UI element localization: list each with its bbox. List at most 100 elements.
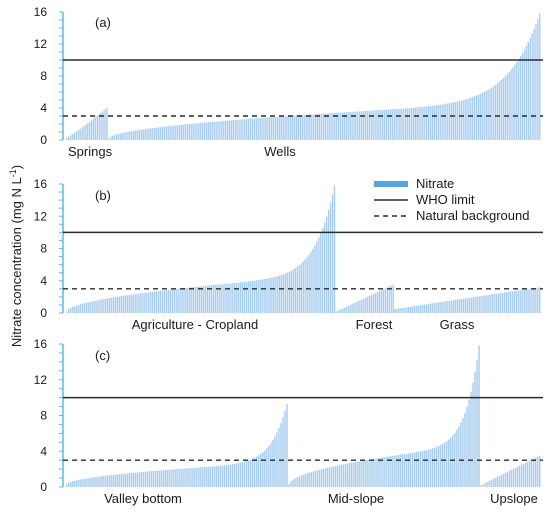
nitrate-bar (313, 114, 315, 140)
nitrate-bar (234, 282, 236, 313)
nitrate-bar (316, 114, 319, 140)
nitrate-bar (304, 259, 306, 313)
nitrate-bar (297, 115, 300, 140)
nitrate-bar (343, 307, 345, 313)
nitrate-bar (336, 465, 339, 487)
nitrate-bar (195, 467, 197, 487)
nitrate-bar (177, 125, 179, 140)
nitrate-bar (246, 118, 248, 140)
nitrate-bar (106, 475, 108, 487)
nitrate-bar (456, 429, 458, 487)
nitrate-bar (470, 391, 472, 487)
nitrate-bar (87, 123, 89, 140)
nitrate-bar (175, 125, 177, 140)
nitrate-bar (212, 285, 215, 313)
nitrate-bar (126, 473, 129, 487)
nitrate-bar (97, 300, 99, 313)
nitrate-bar (502, 78, 505, 140)
nitrate-bar (112, 297, 115, 313)
nitrate-bar (413, 306, 416, 313)
nitrate-bar (330, 113, 332, 140)
y-tick-label: 8 (40, 242, 47, 256)
nitrate-bar (481, 92, 484, 140)
nitrate-bar (83, 303, 85, 313)
nitrate-bar (263, 279, 265, 313)
nitrate-bar (359, 461, 361, 487)
nitrate-bar (424, 106, 426, 140)
nitrate-bar (311, 114, 313, 140)
nitrate-bar (276, 432, 278, 487)
nitrate-bar (411, 452, 414, 487)
nitrate-bar (478, 345, 480, 487)
nitrate-bar (439, 445, 442, 487)
nitrate-bar (392, 284, 394, 313)
nitrate-bar (104, 109, 106, 140)
nitrate-bar (267, 278, 269, 313)
nitrate-bar (186, 124, 189, 140)
nitrate-bar (179, 288, 181, 313)
nitrate-bar (519, 290, 521, 313)
nitrate-bar (238, 282, 240, 313)
group-label: Agriculture - Cropland (132, 317, 258, 332)
nitrate-bar (253, 118, 256, 140)
nitrate-bar (420, 107, 422, 140)
nitrate-bar (416, 107, 418, 140)
nitrate-bar (300, 475, 302, 487)
nitrate-bar (228, 120, 231, 140)
nitrate-bar (537, 19, 539, 140)
nitrate-bar (81, 127, 83, 140)
nitrate-bar (450, 437, 452, 487)
nitrate-bar (316, 241, 318, 313)
nitrate-bar (326, 113, 328, 140)
nitrate-bar (357, 301, 359, 313)
nitrate-bar (98, 114, 100, 140)
nitrate-bar (278, 428, 280, 487)
nitrate-bar (85, 124, 87, 140)
nitrate-bar (378, 291, 381, 313)
nitrate-bar (369, 459, 371, 487)
nitrate-bar (366, 110, 369, 140)
nitrate-bar (120, 473, 123, 487)
nitrate-bar (343, 112, 346, 140)
y-tick-label: 16 (34, 5, 48, 19)
nitrate-bar (249, 459, 252, 487)
nitrate-bar (399, 454, 401, 487)
nitrate-bar (282, 274, 285, 313)
nitrate-bar (173, 125, 175, 140)
nitrate-bar (128, 294, 130, 313)
nitrate-bar (305, 114, 307, 140)
nitrate-bar (513, 291, 516, 313)
nitrate-bar (264, 450, 266, 487)
nitrate-bar (374, 110, 376, 140)
nitrate-bar (309, 114, 311, 140)
nitrate-bar (171, 125, 173, 140)
nitrate-bar (473, 96, 476, 140)
nitrate-bar (431, 448, 434, 487)
nitrate-bar (514, 467, 517, 487)
nitrate-bar (247, 118, 250, 140)
nitrate-bar (423, 450, 426, 487)
nitrate-bar (217, 465, 220, 487)
nitrate-bar (138, 293, 140, 313)
nitrate-bar (77, 304, 80, 313)
y-tick-label: 12 (34, 373, 48, 387)
nitrate-bar (504, 76, 506, 140)
nitrate-bar (355, 111, 357, 140)
nitrate-bar (441, 301, 443, 313)
nitrate-bar (205, 122, 208, 140)
nitrate-bar (112, 474, 114, 487)
nitrate-bar (114, 297, 117, 313)
nitrate-bar (205, 466, 207, 487)
nitrate-bar (203, 122, 206, 140)
nitrate-bar (466, 406, 468, 487)
nitrate-bar (89, 301, 91, 313)
nitrate-bar (79, 128, 81, 140)
y-tick-label: 8 (40, 69, 47, 83)
nitrate-bar (296, 477, 298, 487)
nitrate-bar (448, 439, 450, 487)
nitrate-bar (527, 288, 529, 313)
nitrate-bar (337, 112, 340, 140)
nitrate-bar (118, 474, 121, 487)
nitrate-bar (312, 471, 315, 487)
nitrate-bar (244, 119, 246, 140)
